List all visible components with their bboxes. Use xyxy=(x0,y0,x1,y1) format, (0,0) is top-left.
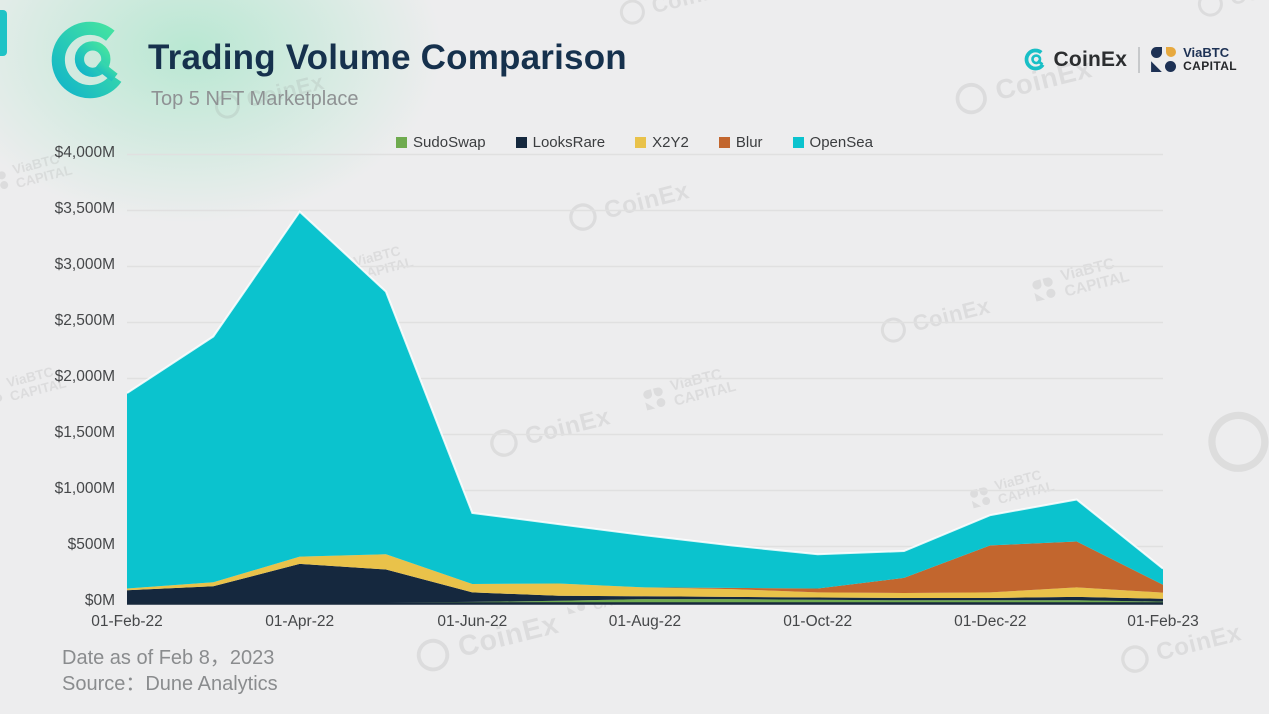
coinex-small-icon xyxy=(1024,48,1044,71)
viabtc-watermark-line2: CAPITAL xyxy=(14,162,74,192)
legend-swatch xyxy=(792,137,804,148)
coinex-ring-icon xyxy=(1195,0,1226,19)
viabtc-grid-icon xyxy=(0,170,10,193)
coinex-watermark: CoinEx xyxy=(617,0,732,27)
page-subtitle: Top 5 NFT Marketplace xyxy=(151,88,359,110)
coinex-brand-label: CoinEx xyxy=(1053,47,1128,71)
stacked-area-chart xyxy=(127,153,1163,605)
page-title: Trading Volume Comparison xyxy=(148,38,627,77)
y-axis-label: $500M xyxy=(67,536,115,553)
legend-swatch xyxy=(515,137,527,148)
x-axis-label: 01-Aug-22 xyxy=(608,613,682,630)
legend-item-opensea: OpenSea xyxy=(792,134,873,151)
legend-item-blur: Blur xyxy=(718,134,763,151)
y-axis-label: $3,500M xyxy=(54,200,115,217)
area-blur xyxy=(127,541,1163,593)
y-axis-label: $1,500M xyxy=(54,424,115,441)
viabtc-grid-icon xyxy=(1151,47,1177,73)
legend-label: OpenSea xyxy=(809,134,873,151)
coinex-brand: CoinEx xyxy=(1023,47,1128,72)
coinex-ring-icon xyxy=(413,634,453,675)
legend-label: Blur xyxy=(735,134,763,151)
area-sudoswap xyxy=(127,599,1163,603)
y-axis-label: $2,000M xyxy=(54,368,115,385)
x-axis-label: 01-Dec-22 xyxy=(954,613,1027,630)
left-edge-accent xyxy=(0,10,7,56)
y-axis-label: $4,000M xyxy=(54,144,115,161)
legend-swatch xyxy=(396,137,408,148)
coinex-ring-icon xyxy=(1118,641,1152,676)
viabtc-brand: ViaBTC CAPITAL xyxy=(1151,45,1237,74)
coinex-watermark xyxy=(1202,405,1269,479)
coinex-watermark: CoinEx xyxy=(1195,0,1269,19)
area-top-highlight xyxy=(127,210,1163,570)
brand-logos: CoinEx ViaBTC CAPITAL xyxy=(1023,45,1237,74)
y-axis-label: $2,500M xyxy=(54,312,115,329)
x-axis-label: 01-Feb-22 xyxy=(91,613,163,630)
coinex-watermark-text: CoinEx xyxy=(649,0,732,19)
source-note: Source：Dune Analytics xyxy=(62,673,278,695)
legend-label: LooksRare xyxy=(532,134,606,151)
legend-swatch xyxy=(718,137,730,148)
legend-swatch xyxy=(635,137,647,148)
brand-divider xyxy=(1138,46,1141,73)
coinex-logo xyxy=(51,21,122,99)
area-looksrare xyxy=(127,563,1163,603)
x-axis-label: 01-Oct-22 xyxy=(783,613,853,630)
legend-item-x2y2: X2Y2 xyxy=(635,134,689,151)
area-x2y2 xyxy=(127,554,1163,599)
area-opensea xyxy=(127,211,1163,589)
x-axis-label: 01-Apr-22 xyxy=(265,613,335,630)
date-note: Date as of Feb 8，2023 xyxy=(62,647,275,669)
legend-item-sudoswap: SudoSwap xyxy=(396,134,486,151)
viabtc-grid-icon xyxy=(0,383,4,406)
coinex-watermark-text: CoinEx xyxy=(1227,0,1269,11)
legend-item-looksrare: LooksRare xyxy=(515,134,606,151)
footer-notes: Date as of Feb 8，2023 Source：Dune Analyt… xyxy=(62,645,278,697)
y-axis-label: $3,000M xyxy=(54,256,115,273)
viabtc-label-line2: CAPITAL xyxy=(1183,59,1237,74)
x-axis-label: 01-Feb-23 xyxy=(1127,613,1199,630)
viabtc-label-line1: ViaBTC xyxy=(1183,45,1230,60)
x-axis-label: 01-Jun-22 xyxy=(437,613,508,630)
y-axis-label: $1,000M xyxy=(54,480,115,497)
coinex-ring-icon xyxy=(952,79,991,117)
legend-label: X2Y2 xyxy=(652,134,689,151)
coinex-ring-icon xyxy=(1202,405,1269,479)
legend-label: SudoSwap xyxy=(413,134,486,151)
y-axis-label: $0M xyxy=(84,592,115,609)
chart-legend: SudoSwap LooksRare X2Y2 Blur OpenSea xyxy=(0,134,1269,151)
coinex-ring-icon xyxy=(617,0,648,27)
